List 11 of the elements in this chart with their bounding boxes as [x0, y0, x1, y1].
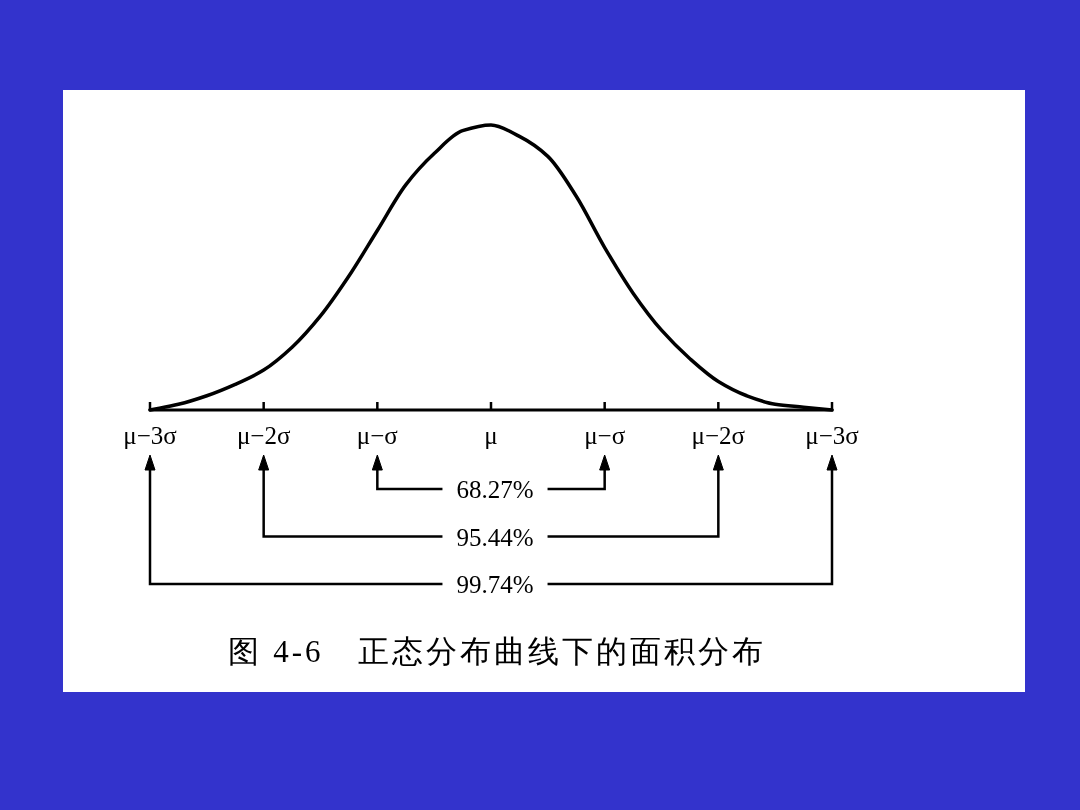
x-tick-label: μ−σ: [584, 422, 626, 449]
text: 图 4-6 正态分布曲线下的面积分布: [228, 634, 766, 669]
text: 99.74%: [456, 571, 534, 598]
x-tick-label: μ: [484, 422, 498, 449]
x-tick-label: μ−σ: [356, 422, 399, 449]
x-tick-label: μ−2σ: [236, 422, 291, 449]
text: 68.27%: [456, 476, 534, 503]
text: 95.44%: [456, 523, 534, 551]
x-tick-label: μ−3σ: [123, 422, 178, 449]
x-tick-label: μ−3σ: [805, 422, 860, 449]
x-tick-label: μ−2σ: [691, 422, 746, 449]
